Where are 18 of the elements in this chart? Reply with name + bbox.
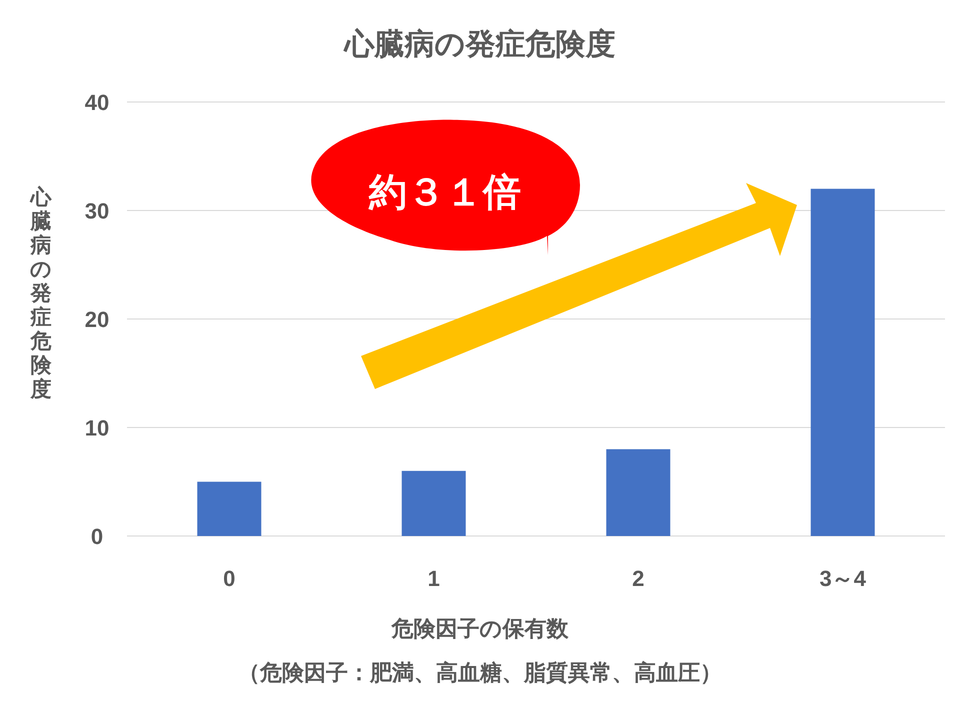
bar [402, 470, 466, 536]
x-tick-label: 0 [223, 566, 236, 591]
x-axis-title: 危険因子の保有数 [390, 616, 570, 641]
chart-title: 心臓病の発症危険度 [342, 27, 616, 61]
y-tick-label: 10 [84, 416, 110, 440]
y-tick-label: 0 [90, 524, 104, 549]
x-tick-label: 1 [428, 566, 440, 591]
bar [197, 482, 262, 536]
y-tick-label: 40 [84, 90, 110, 115]
x-tick-label: 2 [632, 566, 644, 591]
x-tick-label: 3～4 [820, 566, 867, 591]
text: 心臓病の発症危険度 [30, 186, 52, 401]
text: （危険因子：肥満、高血糖、脂質異常、高血圧） [238, 660, 722, 685]
bar [810, 188, 875, 536]
annotation: 約３１倍 [368, 172, 521, 214]
bar [606, 449, 670, 536]
y-tick-label: 30 [84, 198, 110, 224]
y-tick-label: 20 [84, 307, 110, 332]
